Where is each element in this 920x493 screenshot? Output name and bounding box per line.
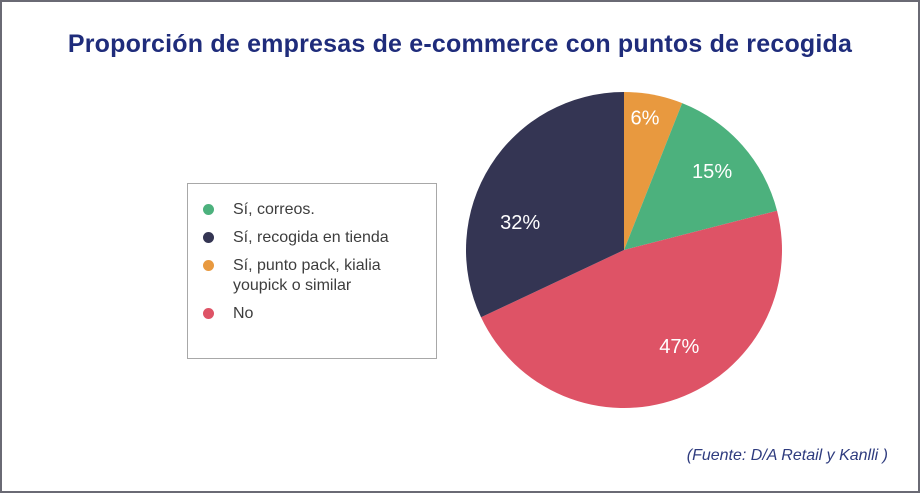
pie-slice-2 xyxy=(481,210,782,408)
legend-box: Sí, correos. Sí, recogida en tienda Sí, pu… xyxy=(187,183,437,359)
legend-item-0: Sí, correos. xyxy=(203,200,436,220)
legend-item-2: Sí, punto pack, kialia youpick o similar xyxy=(203,256,436,296)
pie-slice-value-label: 32% xyxy=(500,212,540,234)
pie-slice-value-label: 6% xyxy=(630,107,659,129)
pie-chart: 6% 15% 47% 32% xyxy=(466,92,782,408)
chart-title: Proporción de empresas de e-commerce con… xyxy=(67,30,853,58)
legend-swatch-icon xyxy=(203,308,214,319)
legend-swatch-icon xyxy=(203,232,214,243)
pie-slice-value-label: 47% xyxy=(659,336,699,358)
pie-slice-value-label: 15% xyxy=(692,161,732,183)
legend-swatch-icon xyxy=(203,204,214,215)
legend-item-3: No xyxy=(203,304,436,324)
pie-slice-0 xyxy=(624,92,683,250)
legend-item-1: Sí, recogida en tienda xyxy=(203,228,436,248)
pie-slice-1 xyxy=(624,103,778,250)
source-note: (Fuente: D/A Retail y Kanlli ) xyxy=(686,447,888,464)
pie-slice-3 xyxy=(466,92,624,318)
legend-label: Sí, correos. xyxy=(233,201,315,218)
legend-swatch-icon xyxy=(203,260,214,271)
legend-label: Sí, recogida en tienda xyxy=(233,229,389,246)
legend-label: No xyxy=(233,305,254,322)
legend-label: Sí, punto pack, kialia youpick o similar xyxy=(233,257,381,294)
